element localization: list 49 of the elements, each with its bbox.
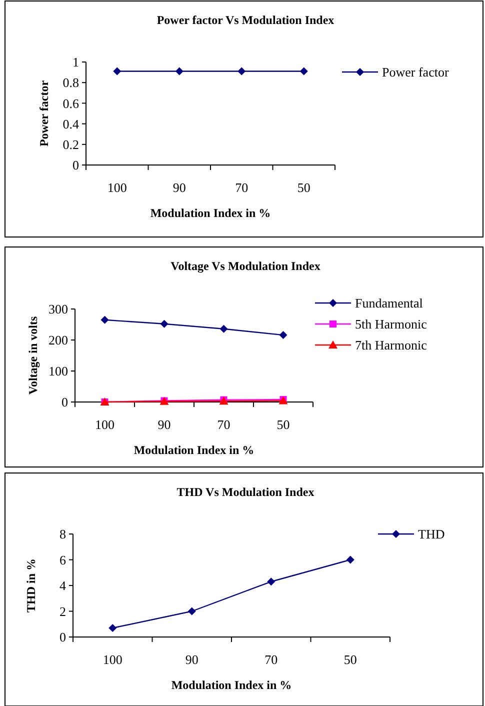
- x-tick-label: 100: [95, 417, 114, 432]
- y-tick-label: 0.2: [62, 136, 79, 152]
- legend-label: 7th Harmonic: [355, 338, 428, 353]
- y-tick-label: 0: [60, 630, 66, 645]
- y-tick-label: 8: [60, 526, 66, 542]
- legend-label: 5th Harmonic: [355, 316, 428, 332]
- x-tick-label: 50: [297, 180, 310, 195]
- x-tick-label: 100: [102, 652, 122, 667]
- x-tick-label: 70: [217, 417, 230, 432]
- x-tick-label: 70: [264, 652, 278, 667]
- y-axis-title: Voltage in volts: [26, 316, 40, 395]
- point: [220, 324, 228, 333]
- y-axis-title: Power factor: [37, 80, 51, 147]
- point: [267, 578, 276, 586]
- legend-label: THD: [418, 526, 445, 542]
- y-tick-label: 300: [48, 302, 68, 317]
- legend-label: Power factor: [382, 64, 450, 80]
- point: [108, 624, 117, 632]
- y-tick-label: 0.8: [62, 75, 79, 90]
- point: [160, 320, 168, 328]
- y-tick-label: 1: [72, 54, 79, 70]
- chart-title: Power factor Vs Modulation Index: [156, 13, 334, 27]
- legend-label: Fundamental: [355, 296, 424, 311]
- point: [188, 607, 196, 616]
- x-tick-label: 90: [185, 652, 198, 667]
- y-tick-label: 200: [48, 332, 68, 348]
- x-tick-label: 50: [276, 417, 290, 432]
- x-tick-label: 50: [344, 652, 357, 667]
- y-tick-label: 0: [72, 158, 79, 173]
- chart-title: THD Vs Modulation Index: [176, 485, 314, 499]
- y-tick-label: 0: [62, 394, 68, 410]
- y-tick-label: 2: [60, 604, 66, 619]
- y-tick-label: 6: [60, 552, 66, 568]
- x-tick-label: 90: [172, 180, 186, 195]
- point: [346, 556, 354, 564]
- y-tick-label: 4: [60, 578, 66, 594]
- x-axis-title: Modulation Index in %: [171, 678, 292, 692]
- point: [279, 331, 288, 340]
- chart-title: Voltage Vs Modulation Index: [170, 259, 320, 273]
- x-axis-title: Modulation Index in %: [134, 443, 254, 457]
- x-tick-label: 100: [107, 180, 127, 195]
- y-tick-label: 0.4: [62, 116, 80, 132]
- point: [100, 316, 109, 324]
- y-tick-label: 100: [48, 364, 68, 379]
- x-tick-label: 90: [158, 417, 171, 432]
- x-tick-label: 70: [235, 180, 248, 195]
- y-axis-title: THD in %: [24, 558, 38, 613]
- y-tick-label: 0.6: [62, 96, 80, 111]
- x-axis-title: Modulation Index in %: [150, 206, 271, 220]
